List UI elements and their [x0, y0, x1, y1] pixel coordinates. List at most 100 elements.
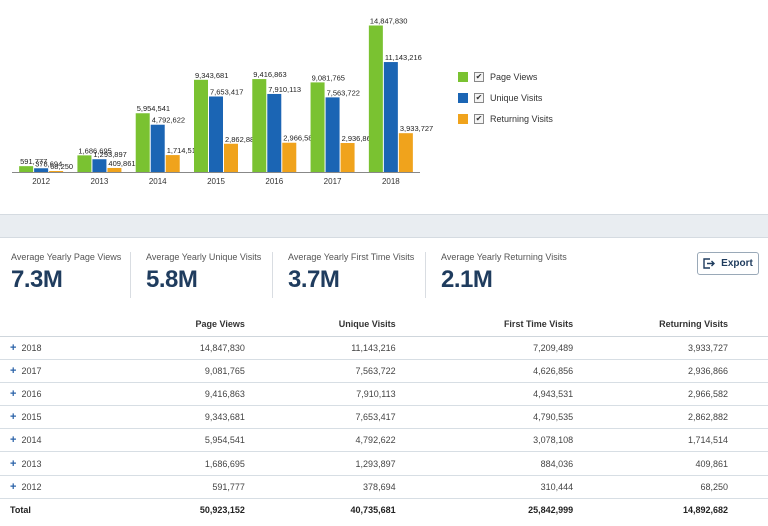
legend-label: Returning Visits — [490, 113, 553, 124]
legend-label: Page Views — [490, 71, 538, 82]
kpi-value: 2.1M — [441, 266, 493, 293]
data-label: 14,847,830 — [370, 17, 408, 26]
data-label: 9,081,765 — [312, 73, 345, 82]
kpi-divider — [425, 252, 426, 298]
page-views-cell: 591,777 — [154, 475, 253, 499]
year-cell[interactable]: +2014 — [0, 428, 155, 453]
page-views-cell: 1,686,695 — [154, 451, 253, 476]
legend-item-returning-visits[interactable]: ✔ Returning Visits — [458, 108, 553, 129]
header-page-views: Page Views — [154, 313, 253, 337]
legend-label: Unique Visits — [490, 92, 543, 103]
year-cell[interactable]: +2013 — [0, 451, 155, 476]
table-row[interactable]: +2018 14,847,830 11,143,216 7,209,489 3,… — [0, 336, 768, 360]
bar-returning-visits-2013[interactable] — [107, 167, 122, 172]
page-views-cell: 14,847,830 — [154, 336, 253, 360]
bar-page-views-2017[interactable] — [310, 82, 325, 172]
bar-page-views-2015[interactable] — [194, 79, 208, 172]
year-cell[interactable]: +2018 — [0, 336, 155, 360]
kpi-returning-visits: Average Yearly Returning Visits 2.1M — [441, 252, 567, 302]
kpi-value: 3.7M — [288, 266, 340, 293]
bar-returning-visits-2017[interactable] — [340, 143, 355, 172]
bar-returning-visits-2016[interactable] — [282, 142, 297, 172]
bar-unique-visits-2018[interactable] — [383, 62, 398, 172]
table-row[interactable]: +2013 1,686,695 1,293,897 884,036 409,86… — [0, 451, 768, 476]
data-label: 3,933,727 — [400, 124, 433, 133]
table-row[interactable]: +2016 9,416,863 7,910,113 4,943,531 2,96… — [0, 382, 768, 407]
bar-page-views-2018[interactable] — [368, 25, 383, 173]
unique-visits-cell: 378,694 — [252, 475, 404, 499]
x-tick-label: 2015 — [207, 177, 225, 186]
kpi-page-views: Average Yearly Page Views 7.3M — [11, 252, 121, 302]
kpi-divider — [130, 252, 131, 298]
kpi-unique-visits: Average Yearly Unique Visits 5.8M — [146, 252, 261, 302]
checkbox-icon[interactable]: ✔ — [474, 113, 484, 124]
expand-plus-icon[interactable]: + — [10, 434, 17, 447]
table-row[interactable]: +2012 591,777 378,694 310,444 68,250 — [0, 475, 768, 499]
year-cell[interactable]: +2015 — [0, 405, 155, 430]
bar-unique-visits-2017[interactable] — [325, 97, 340, 172]
x-tick-label: 2013 — [91, 177, 109, 186]
visits-table: Page Views Unique Visits First Time Visi… — [0, 313, 768, 522]
kpi-value: 5.8M — [146, 266, 198, 293]
data-label: 4,792,622 — [152, 116, 185, 125]
data-label: 9,416,863 — [253, 70, 286, 79]
bar-page-views-2013[interactable] — [77, 155, 92, 172]
export-label: Export — [721, 258, 753, 269]
kpi-label: Average Yearly Unique Visits — [146, 252, 262, 262]
expand-plus-icon[interactable]: + — [10, 480, 17, 493]
table-row[interactable]: +2017 9,081,765 7,563,722 4,626,856 2,93… — [0, 359, 768, 383]
x-tick-label: 2012 — [32, 177, 50, 186]
returning-cell: 1,714,514 — [581, 428, 768, 453]
data-label: 7,653,417 — [210, 87, 243, 96]
year-cell[interactable]: +2016 — [0, 382, 155, 407]
header-first-time-visits: First Time Visits — [403, 313, 582, 337]
total-returning: 14,892,682 — [682, 505, 728, 516]
table-row[interactable]: +2014 5,954,541 4,792,622 3,078,108 1,71… — [0, 428, 768, 453]
table-header-row: Page Views Unique Visits First Time Visi… — [0, 313, 768, 337]
year-cell[interactable]: +2017 — [0, 359, 155, 383]
x-tick-label: 2018 — [382, 177, 400, 186]
first-time-cell: 4,790,535 — [403, 405, 582, 430]
data-label: 409,861 — [108, 159, 135, 168]
page-views-cell: 9,343,681 — [154, 405, 253, 430]
first-time-cell: 3,078,108 — [403, 428, 582, 453]
bar-unique-visits-2015[interactable] — [209, 96, 223, 172]
data-label: 5,954,541 — [137, 104, 170, 113]
export-button[interactable]: Export — [697, 252, 759, 275]
bar-unique-visits-2012[interactable] — [34, 168, 49, 172]
data-label: 2,862,882 — [225, 135, 258, 144]
returning-cell: 2,862,882 — [581, 405, 768, 430]
bar-returning-visits-2018[interactable] — [398, 133, 413, 172]
bar-unique-visits-2013[interactable] — [92, 159, 107, 172]
first-time-cell: 310,444 — [403, 475, 582, 499]
data-label: 7,563,722 — [327, 88, 360, 97]
returning-cell: 2,966,582 — [581, 382, 768, 407]
year-cell[interactable]: +2012 — [0, 475, 155, 499]
expand-plus-icon[interactable]: + — [10, 387, 17, 400]
bar-page-views-2014[interactable] — [135, 113, 150, 172]
returning-cell: 409,861 — [581, 451, 768, 476]
bar-page-views-2016[interactable] — [252, 79, 267, 172]
expand-plus-icon[interactable]: + — [10, 341, 17, 354]
legend-item-unique-visits[interactable]: ✔ Unique Visits — [458, 87, 553, 108]
checkbox-icon[interactable]: ✔ — [474, 71, 484, 82]
kpi-value: 7.3M — [11, 266, 63, 293]
table-row[interactable]: +2015 9,343,681 7,653,417 4,790,535 2,86… — [0, 405, 768, 430]
bar-returning-visits-2012[interactable] — [49, 171, 64, 172]
expand-plus-icon[interactable]: + — [10, 364, 17, 377]
bar-returning-visits-2014[interactable] — [165, 155, 180, 172]
bar-page-views-2012[interactable] — [19, 166, 34, 172]
data-label: 1,686,695 — [78, 146, 111, 155]
returning-cell: 68,250 — [581, 475, 768, 499]
data-label: 378,694 — [35, 159, 62, 168]
section-divider — [0, 214, 768, 238]
checkbox-icon[interactable]: ✔ — [474, 92, 484, 103]
first-time-cell: 4,943,531 — [403, 382, 582, 407]
legend-item-page-views[interactable]: ✔ Page Views — [458, 66, 553, 87]
bar-unique-visits-2016[interactable] — [267, 93, 282, 172]
bar-returning-visits-2015[interactable] — [224, 143, 238, 172]
expand-plus-icon[interactable]: + — [10, 457, 17, 470]
bar-unique-visits-2014[interactable] — [150, 124, 165, 172]
expand-plus-icon[interactable]: + — [10, 411, 17, 424]
